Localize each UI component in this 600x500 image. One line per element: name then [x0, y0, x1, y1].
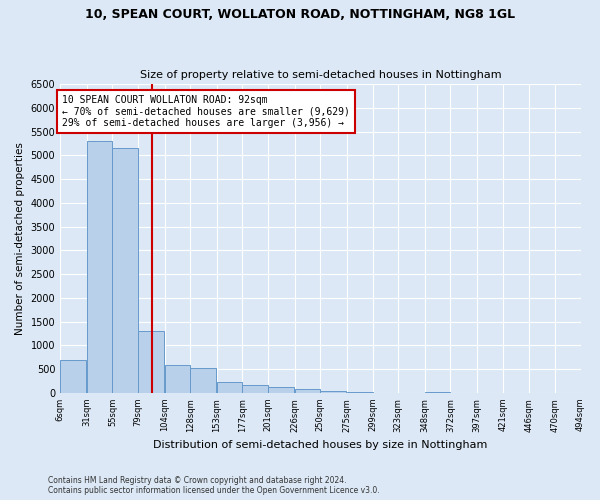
Bar	[138, 331, 164, 393]
Text: Contains HM Land Registry data © Crown copyright and database right 2024.
Contai: Contains HM Land Registry data © Crown c…	[48, 476, 380, 495]
X-axis label: Distribution of semi-detached houses by size in Nottingham: Distribution of semi-detached houses by …	[153, 440, 488, 450]
Title: Size of property relative to semi-detached houses in Nottingham: Size of property relative to semi-detach…	[140, 70, 501, 81]
Text: 10 SPEAN COURT WOLLATON ROAD: 92sqm
← 70% of semi-detached houses are smaller (9: 10 SPEAN COURT WOLLATON ROAD: 92sqm ← 70…	[62, 94, 350, 128]
Bar	[190, 368, 216, 393]
Bar	[60, 360, 86, 393]
Bar	[347, 392, 373, 393]
Bar	[268, 387, 293, 393]
Bar	[112, 148, 138, 393]
Bar	[320, 391, 346, 393]
Bar	[295, 388, 320, 393]
Bar	[164, 366, 190, 393]
Y-axis label: Number of semi-detached properties: Number of semi-detached properties	[15, 142, 25, 335]
Text: 10, SPEAN COURT, WOLLATON ROAD, NOTTINGHAM, NG8 1GL: 10, SPEAN COURT, WOLLATON ROAD, NOTTINGH…	[85, 8, 515, 20]
Bar	[87, 141, 112, 393]
Bar	[217, 382, 242, 393]
Bar	[242, 385, 268, 393]
Bar	[425, 392, 451, 393]
